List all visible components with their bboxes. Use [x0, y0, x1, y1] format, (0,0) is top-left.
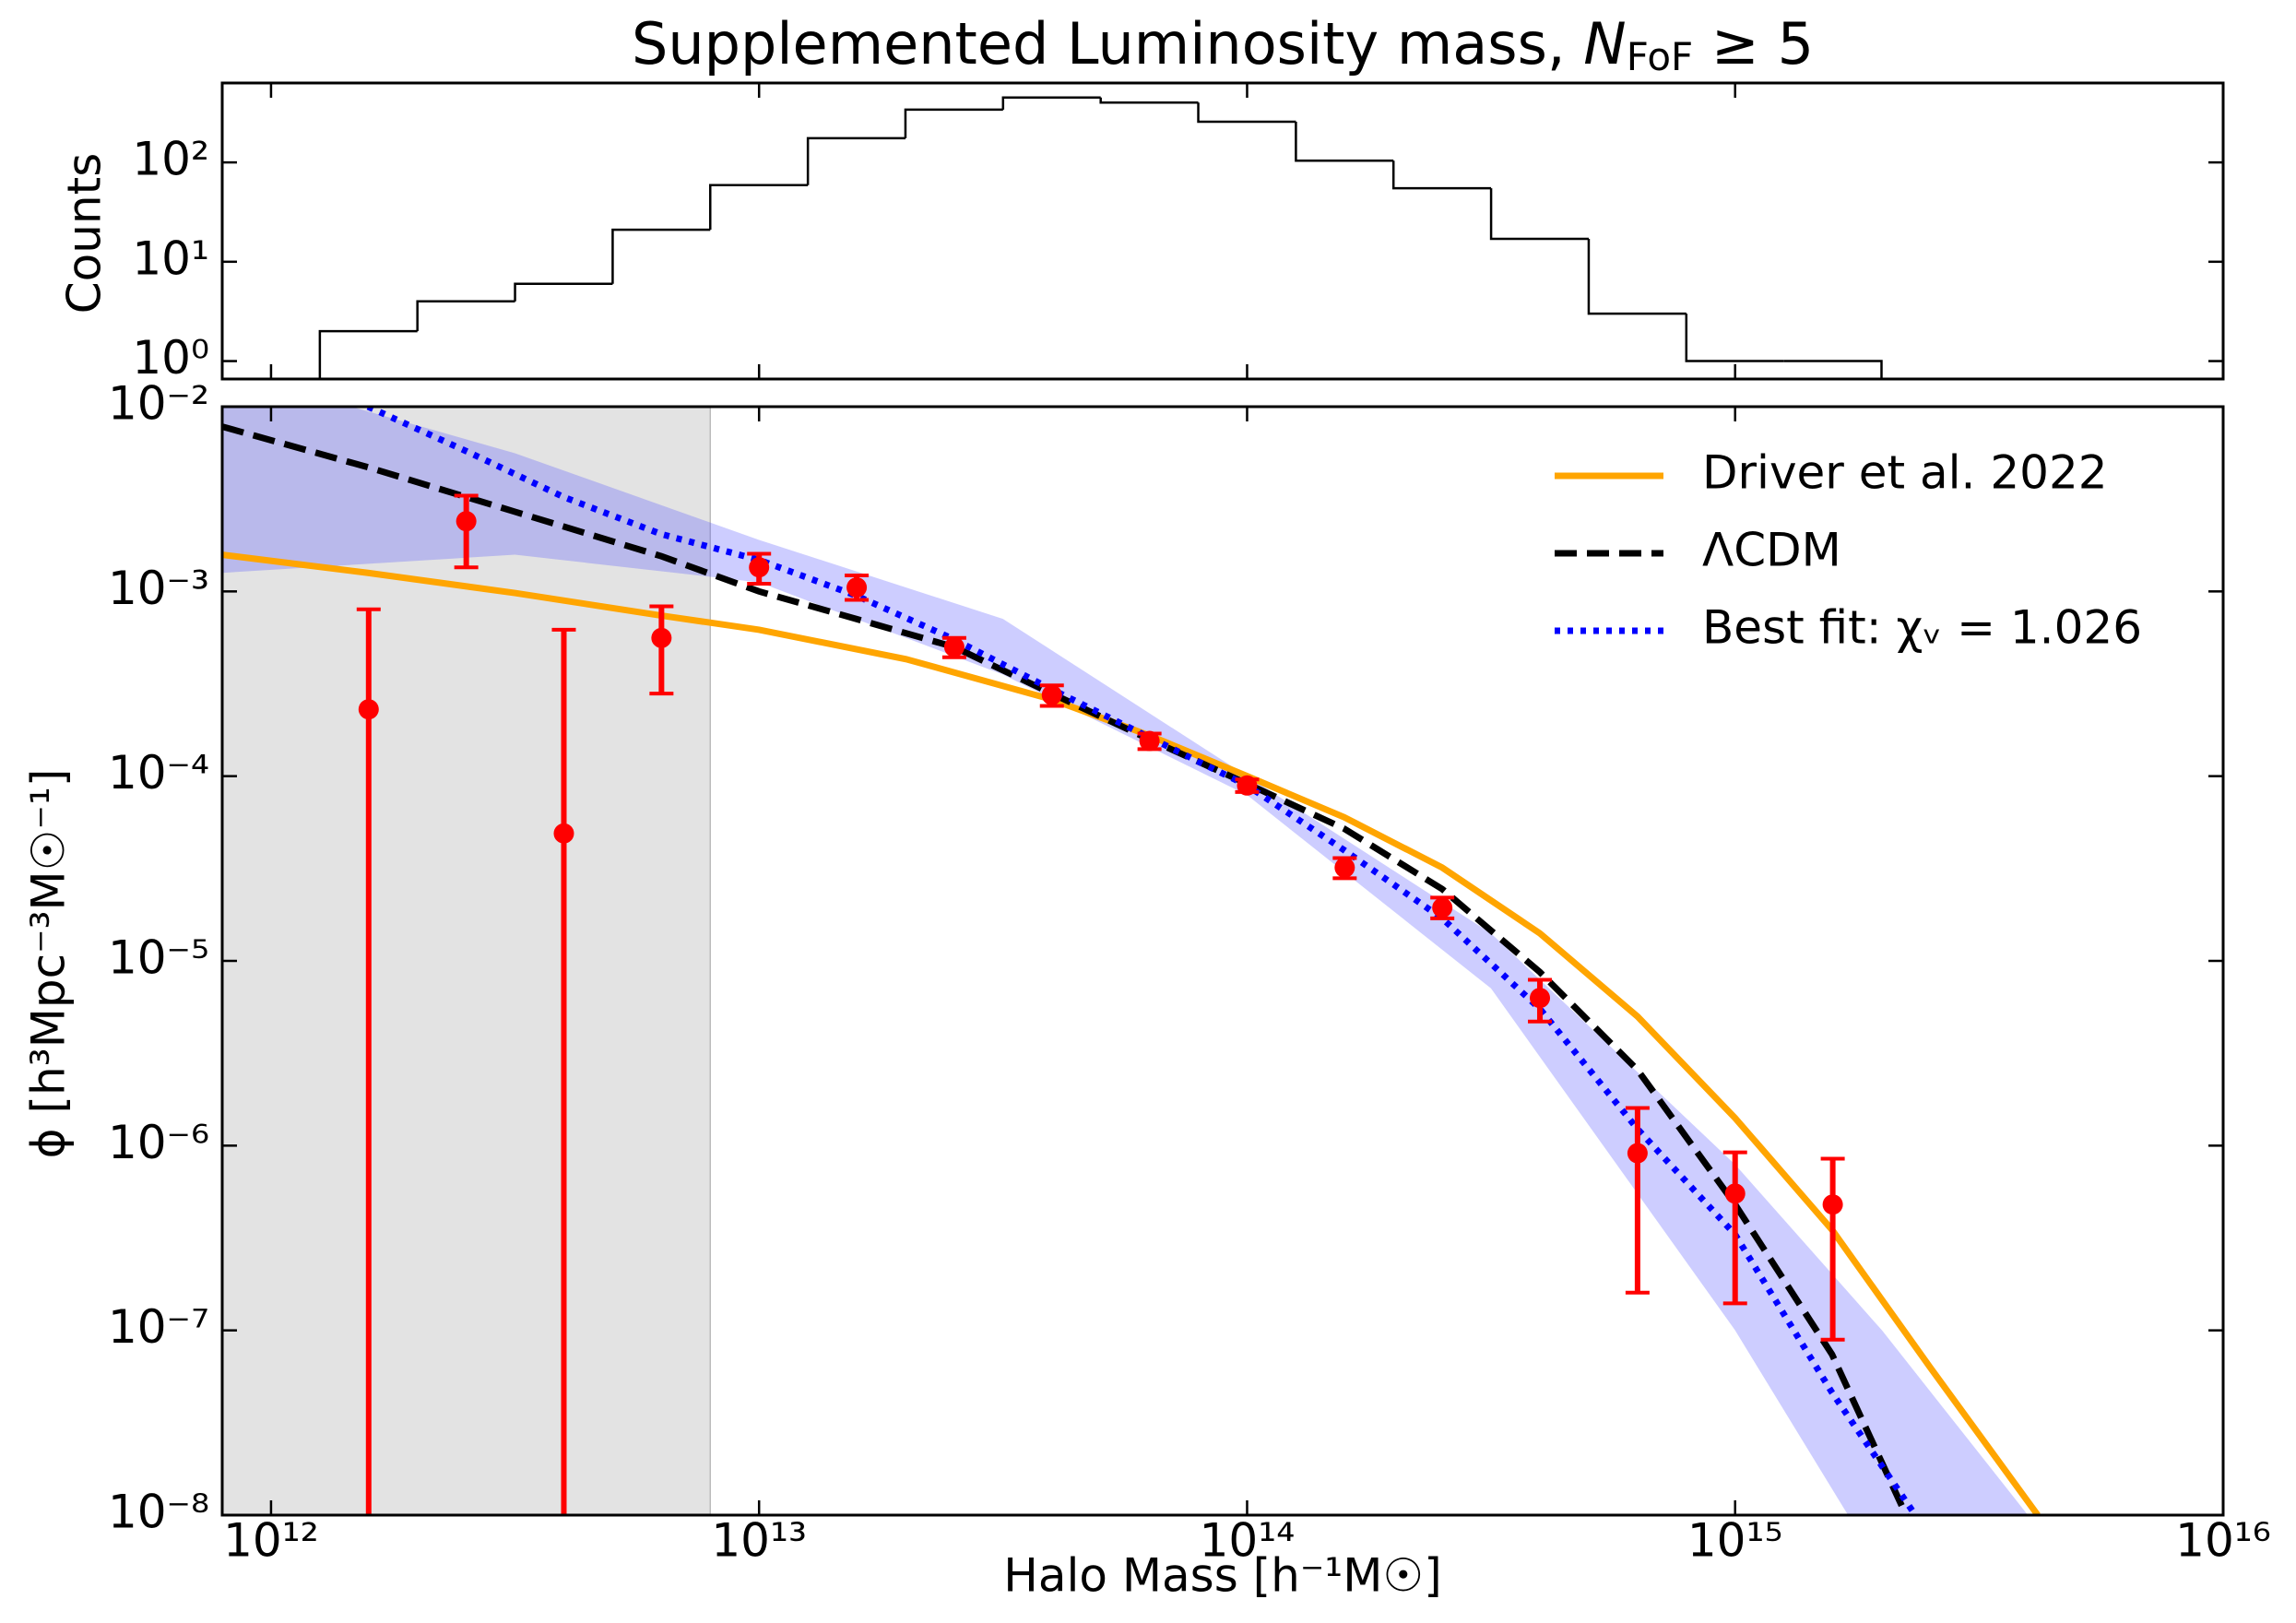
y-axis-label: ϕ [h³Mpc⁻³M☉⁻¹] — [22, 769, 76, 1159]
y-tick-label: 10⁻⁵ — [108, 931, 209, 985]
y-tick-label: 10² — [132, 133, 209, 186]
data-point — [456, 511, 477, 532]
series-line — [366, 407, 1919, 1515]
histogram-step — [904, 108, 1003, 138]
data-point — [553, 823, 574, 844]
histogram-step — [1783, 360, 1883, 379]
posterior-band — [222, 407, 2029, 1515]
y-tick-label: 10⁰ — [132, 331, 209, 385]
y-tick-label: 10⁻⁴ — [108, 746, 209, 800]
legend-label: Driver et al. 2022 — [1702, 446, 2108, 500]
data-point — [1432, 897, 1453, 918]
x-tick-label: 10¹² — [223, 1514, 319, 1568]
histogram-step — [416, 300, 515, 332]
y-tick-label: 10⁻⁷ — [108, 1300, 209, 1354]
x-tick-label: 10¹³ — [711, 1514, 807, 1568]
data-point — [1041, 684, 1062, 705]
histogram-step — [514, 282, 613, 302]
x-tick-label: 10¹⁴ — [1200, 1514, 1296, 1568]
data-point — [1530, 988, 1551, 1009]
data-point — [1334, 857, 1355, 878]
histogram-step — [709, 184, 809, 231]
title-text: Supplemented Luminosity mass, — [632, 10, 1583, 77]
histogram-step — [806, 136, 905, 185]
legend-label: ΛCDM — [1702, 524, 1841, 577]
x-tick-label: 10¹⁶ — [2175, 1514, 2271, 1568]
histogram-step — [1001, 96, 1101, 110]
title-end: ≥ 5 — [1693, 10, 1814, 77]
data-point — [358, 699, 379, 720]
y-axis-label: Counts — [58, 153, 112, 314]
histogram-step — [1197, 102, 1296, 124]
y-tick-label: 10⁻³ — [108, 562, 209, 615]
y-tick-label: 10¹ — [132, 231, 209, 285]
title-subscript: FoF — [1627, 34, 1694, 79]
data-point — [846, 577, 868, 598]
y-tick-label: 10⁻⁸ — [108, 1486, 209, 1539]
histogram-step — [1099, 97, 1199, 104]
plot-frame — [220, 81, 2225, 381]
histogram-step — [318, 329, 418, 379]
histogram-step — [1391, 160, 1492, 190]
legend-label: Best fit: χᵥ = 1.026 — [1702, 601, 2142, 655]
histogram-step — [1489, 188, 1589, 241]
y-tick-label: 10⁻⁶ — [108, 1116, 209, 1169]
chart-title: Supplemented Luminosity mass, NFoF ≥ 5 — [632, 10, 1814, 78]
x-axis-label: Halo Mass [h⁻¹M☉] — [1003, 1549, 1442, 1603]
data-point — [1822, 1194, 1843, 1215]
histogram-step — [1295, 121, 1394, 162]
shaded-region — [222, 407, 712, 1515]
data-point — [1627, 1143, 1648, 1164]
data-point — [1237, 775, 1258, 796]
title-symbol: N — [1583, 10, 1626, 77]
histogram-step — [611, 228, 711, 284]
data-point — [651, 627, 672, 648]
histogram-step — [1685, 314, 1784, 362]
y-tick-label: 10⁻² — [108, 377, 209, 431]
plot-area — [222, 407, 2041, 1515]
data-point — [749, 557, 770, 578]
histogram-step — [1587, 239, 1686, 315]
data-point — [1139, 730, 1160, 752]
data-point — [1724, 1183, 1746, 1204]
plot-frame — [220, 405, 2225, 1517]
data-point — [943, 636, 965, 657]
x-tick-label: 10¹⁵ — [1687, 1514, 1783, 1568]
